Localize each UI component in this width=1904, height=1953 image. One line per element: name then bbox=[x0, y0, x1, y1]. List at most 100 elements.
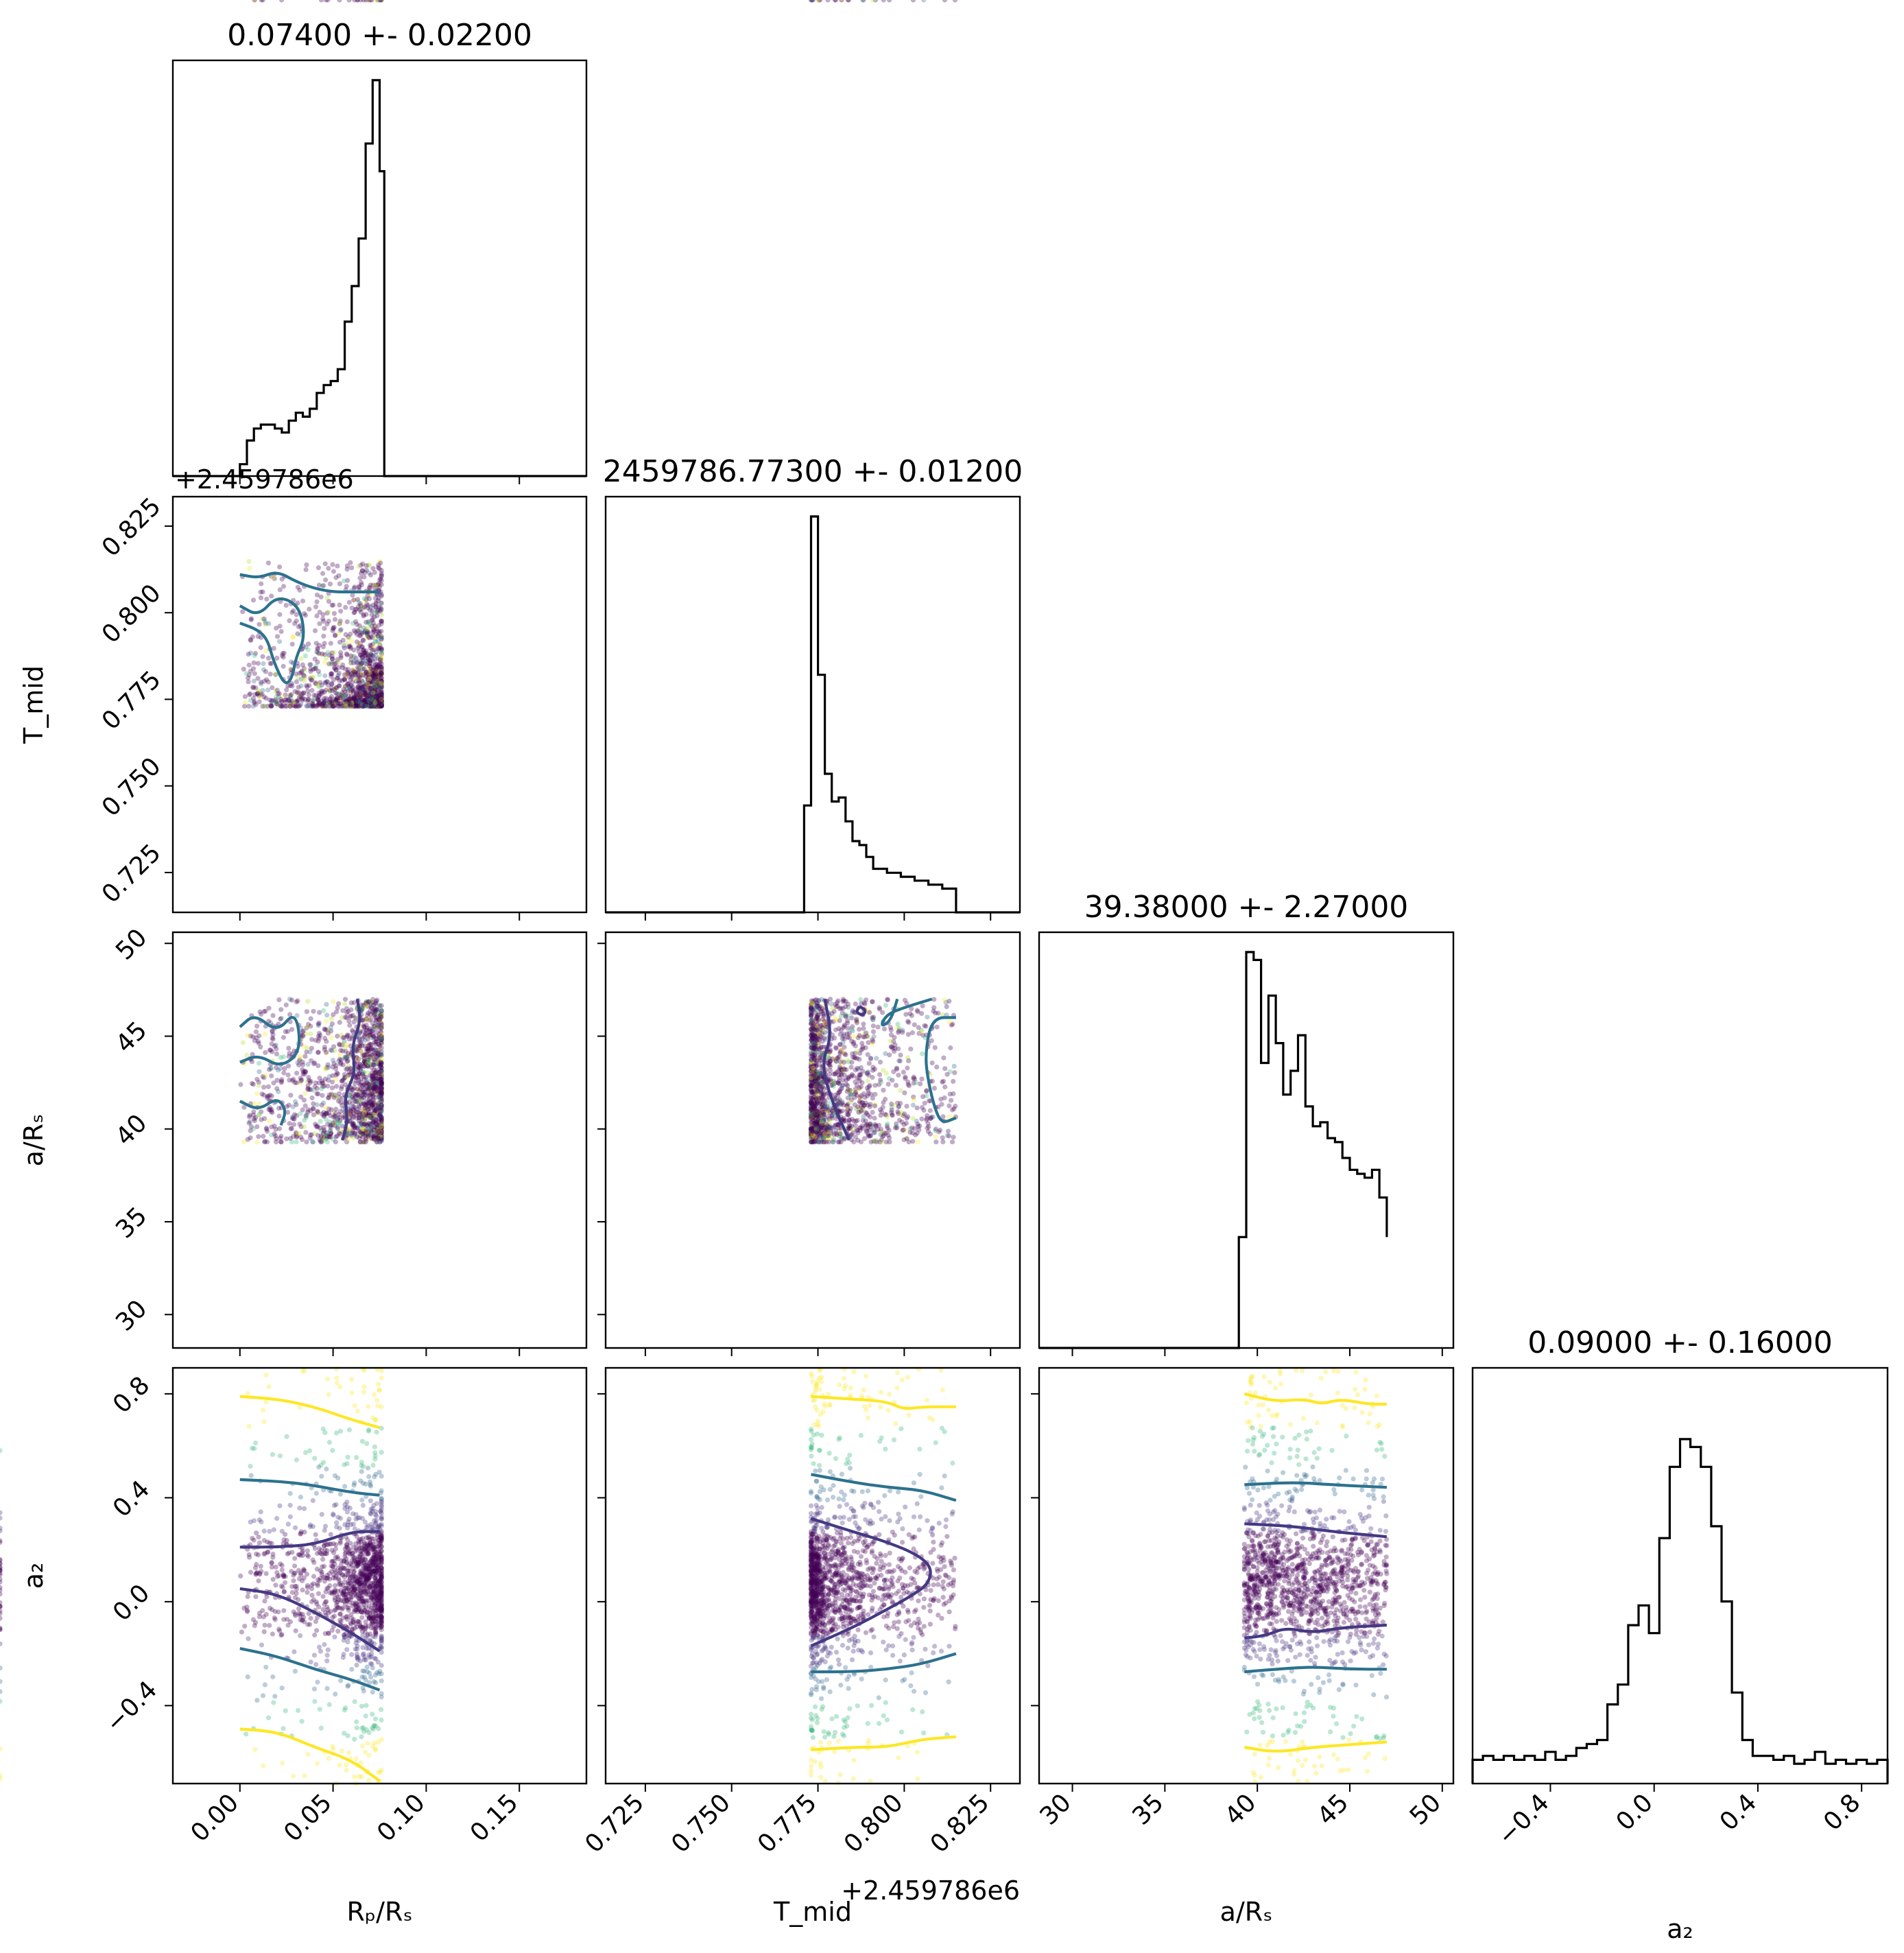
scatter-point bbox=[250, 666, 257, 672]
scatter-point bbox=[363, 598, 368, 604]
scatter-point bbox=[288, 700, 294, 706]
scatter-point bbox=[906, 1019, 912, 1025]
scatter-point bbox=[365, 659, 370, 665]
scatter-point bbox=[261, 1133, 266, 1139]
scatter-point bbox=[376, 646, 382, 652]
scatter-point bbox=[326, 683, 331, 688]
scatter-point bbox=[304, 1009, 309, 1015]
scatter-point bbox=[359, 1049, 364, 1054]
scatter-point bbox=[907, 1130, 913, 1135]
scatter-point bbox=[269, 1124, 274, 1130]
scatter-point bbox=[860, 1126, 866, 1131]
scatter-point bbox=[294, 1080, 299, 1085]
scatter-point bbox=[374, 1054, 379, 1059]
scatter-point bbox=[922, 1023, 927, 1028]
scatter-point bbox=[259, 1642, 265, 1648]
scatter-point bbox=[810, 1033, 816, 1039]
scatter-point bbox=[370, 691, 375, 697]
scatter-point bbox=[296, 1606, 302, 1611]
scatter-point bbox=[379, 699, 384, 705]
scatter-point bbox=[309, 703, 314, 709]
scatter-point bbox=[842, 1118, 848, 1124]
scatter-point bbox=[370, 1712, 375, 1717]
scatter-point bbox=[372, 688, 378, 694]
scatter-point bbox=[314, 1086, 320, 1091]
scatter-point bbox=[327, 687, 333, 693]
scatter-point bbox=[372, 663, 378, 668]
scatter-point bbox=[277, 624, 283, 629]
scatter-point bbox=[898, 1052, 903, 1058]
scatter-point bbox=[265, 687, 271, 693]
scatter-point bbox=[310, 1139, 316, 1145]
scatter-point bbox=[364, 701, 370, 707]
scatter-point bbox=[256, 1082, 261, 1088]
scatter-point bbox=[809, 1122, 815, 1128]
scatter-point bbox=[363, 1000, 368, 1006]
scatter-point bbox=[361, 638, 366, 643]
scatter-point bbox=[355, 628, 360, 633]
scatter-point bbox=[274, 626, 279, 631]
scatter-point bbox=[333, 661, 339, 667]
scatter-point bbox=[875, 1126, 881, 1133]
scatter-point bbox=[362, 569, 368, 576]
scatter-point bbox=[252, 650, 259, 656]
scatter-point bbox=[375, 703, 381, 709]
scatter-point bbox=[898, 1088, 903, 1093]
scatter-point bbox=[936, 1010, 941, 1016]
scatter-point bbox=[253, 1029, 259, 1034]
scatter-point bbox=[250, 634, 255, 640]
scatter-point bbox=[291, 699, 297, 705]
scatter-point bbox=[853, 1067, 858, 1073]
scatter-point bbox=[379, 592, 384, 597]
scatter-point bbox=[348, 1111, 353, 1116]
scatter-point bbox=[320, 691, 325, 696]
scatter-point bbox=[853, 1118, 859, 1124]
scatter-point bbox=[294, 679, 299, 685]
scatter-point bbox=[333, 632, 338, 639]
scatter-point bbox=[309, 1095, 315, 1101]
scatter-point bbox=[374, 692, 380, 698]
scatter-point bbox=[294, 999, 299, 1005]
scatter-point bbox=[320, 1594, 326, 1599]
scatter-point bbox=[379, 694, 384, 700]
scatter-point bbox=[940, 1135, 945, 1141]
scatter-point bbox=[327, 581, 333, 587]
scatter-point bbox=[362, 690, 368, 696]
scatter-point bbox=[377, 1094, 382, 1100]
scatter-point bbox=[308, 1031, 313, 1037]
scatter-point bbox=[344, 652, 350, 658]
scatter-point bbox=[335, 675, 340, 681]
scatter-point bbox=[351, 669, 357, 674]
scatter-point bbox=[291, 1122, 296, 1127]
scatter-point bbox=[379, 670, 384, 675]
scatter-point bbox=[352, 1403, 357, 1408]
scatter-point bbox=[372, 595, 379, 601]
scatter-point bbox=[814, 1126, 820, 1131]
scatter-point bbox=[335, 1033, 340, 1039]
scatter-point bbox=[298, 1078, 304, 1084]
scatter-point bbox=[846, 1030, 852, 1037]
scatter-point bbox=[942, 1095, 947, 1100]
scatter-point bbox=[358, 632, 364, 638]
scatter-point bbox=[868, 1055, 874, 1061]
scatter-point bbox=[902, 1111, 907, 1117]
scatter-point bbox=[240, 609, 246, 615]
scatter-point bbox=[877, 1077, 883, 1082]
scatter-point bbox=[337, 1052, 342, 1058]
scatter-point bbox=[365, 695, 370, 701]
scatter-point bbox=[903, 1076, 908, 1081]
scatter-point bbox=[931, 1085, 937, 1091]
scatter-point bbox=[364, 670, 370, 675]
scatter-point bbox=[315, 659, 320, 665]
scatter-point bbox=[375, 1128, 381, 1135]
scatter-point bbox=[808, 1026, 814, 1032]
scatter-point bbox=[818, 1045, 824, 1050]
scatter-point bbox=[347, 643, 353, 649]
scatter-point bbox=[319, 652, 324, 657]
scatter-point bbox=[376, 1136, 381, 1141]
scatter-point bbox=[356, 698, 361, 704]
scatter-point bbox=[374, 681, 380, 687]
scatter-point bbox=[861, 1021, 866, 1027]
scatter-point bbox=[306, 1078, 312, 1083]
scatter-point bbox=[267, 672, 273, 677]
